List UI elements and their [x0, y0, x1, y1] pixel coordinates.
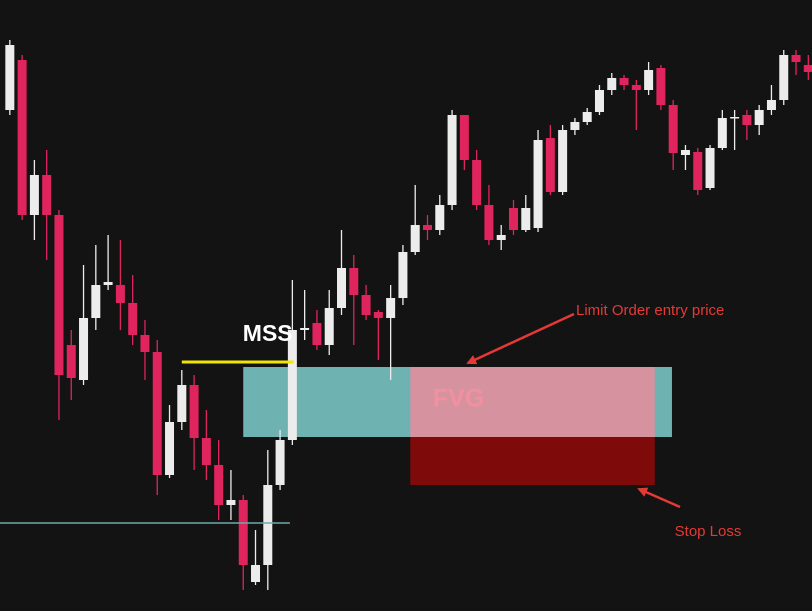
candle-body	[754, 110, 764, 125]
candle-body	[312, 323, 322, 345]
candle-body	[779, 55, 789, 100]
candle-body	[631, 85, 641, 90]
candle-body	[521, 208, 531, 230]
candle-body	[803, 65, 812, 72]
candle-body	[607, 78, 617, 90]
candle-body	[398, 252, 408, 298]
zone	[410, 437, 655, 485]
level-label: MSS	[243, 320, 293, 346]
candle-body	[496, 235, 506, 240]
candle-body	[214, 465, 224, 505]
candle-body	[337, 268, 347, 308]
candle-body	[140, 335, 150, 352]
candle-body	[165, 422, 175, 475]
candle-body	[447, 115, 457, 205]
candle-body	[791, 55, 801, 62]
candle-body	[422, 225, 432, 230]
candle-body	[324, 308, 334, 345]
overlay: FVGMSS	[0, 320, 655, 524]
candle-body	[91, 285, 101, 318]
candle-body	[128, 303, 138, 335]
candle-body	[533, 140, 543, 228]
candle-body	[558, 130, 568, 192]
candle-body	[484, 205, 494, 240]
candle-body	[177, 385, 187, 422]
candle-body	[570, 122, 580, 130]
candle-body	[766, 100, 776, 110]
candle-body	[717, 118, 727, 148]
candle-body	[5, 45, 15, 110]
candle-body	[705, 148, 715, 188]
candle-body	[238, 500, 248, 565]
candle-body	[656, 68, 666, 105]
candle-body	[263, 485, 273, 565]
candle-body	[54, 215, 64, 375]
candle-body	[287, 330, 297, 440]
zone	[410, 367, 655, 437]
candle-body	[29, 175, 39, 215]
candle-body	[66, 345, 76, 378]
candle-body	[189, 385, 199, 438]
candle-body	[742, 115, 752, 125]
candle-body	[17, 60, 27, 215]
candle-body	[545, 138, 555, 192]
candle-body	[619, 78, 629, 85]
candle-body	[251, 565, 261, 582]
candle-body	[730, 117, 740, 119]
candle-body	[300, 328, 310, 330]
candle-body	[435, 205, 445, 230]
candle-body	[459, 115, 469, 160]
candle-body	[693, 152, 703, 190]
candle-body	[680, 150, 690, 155]
entry-arrow	[466, 312, 575, 365]
candle-body	[79, 318, 89, 380]
candle-body	[349, 268, 359, 295]
candle-body	[201, 438, 211, 465]
candle-body	[472, 160, 482, 205]
candle-body	[410, 225, 420, 252]
candle-body	[42, 175, 52, 215]
candle-body	[103, 282, 113, 285]
candle-body	[373, 312, 383, 318]
candle-body	[386, 298, 396, 318]
stop-loss-arrow	[637, 487, 681, 509]
candle-body	[508, 208, 518, 230]
candle-body	[115, 285, 125, 303]
candles	[5, 40, 812, 590]
candle-body	[226, 500, 236, 505]
candle-body	[275, 440, 285, 485]
candle-body	[594, 90, 604, 112]
candle-body	[361, 295, 371, 315]
entry-label: Limit Order entry price	[576, 302, 724, 319]
candle-body	[582, 112, 592, 122]
candle-body	[644, 70, 654, 90]
candle-body	[152, 352, 162, 475]
candle-body	[668, 105, 678, 153]
stop-loss-label: Stop Loss	[675, 523, 742, 540]
